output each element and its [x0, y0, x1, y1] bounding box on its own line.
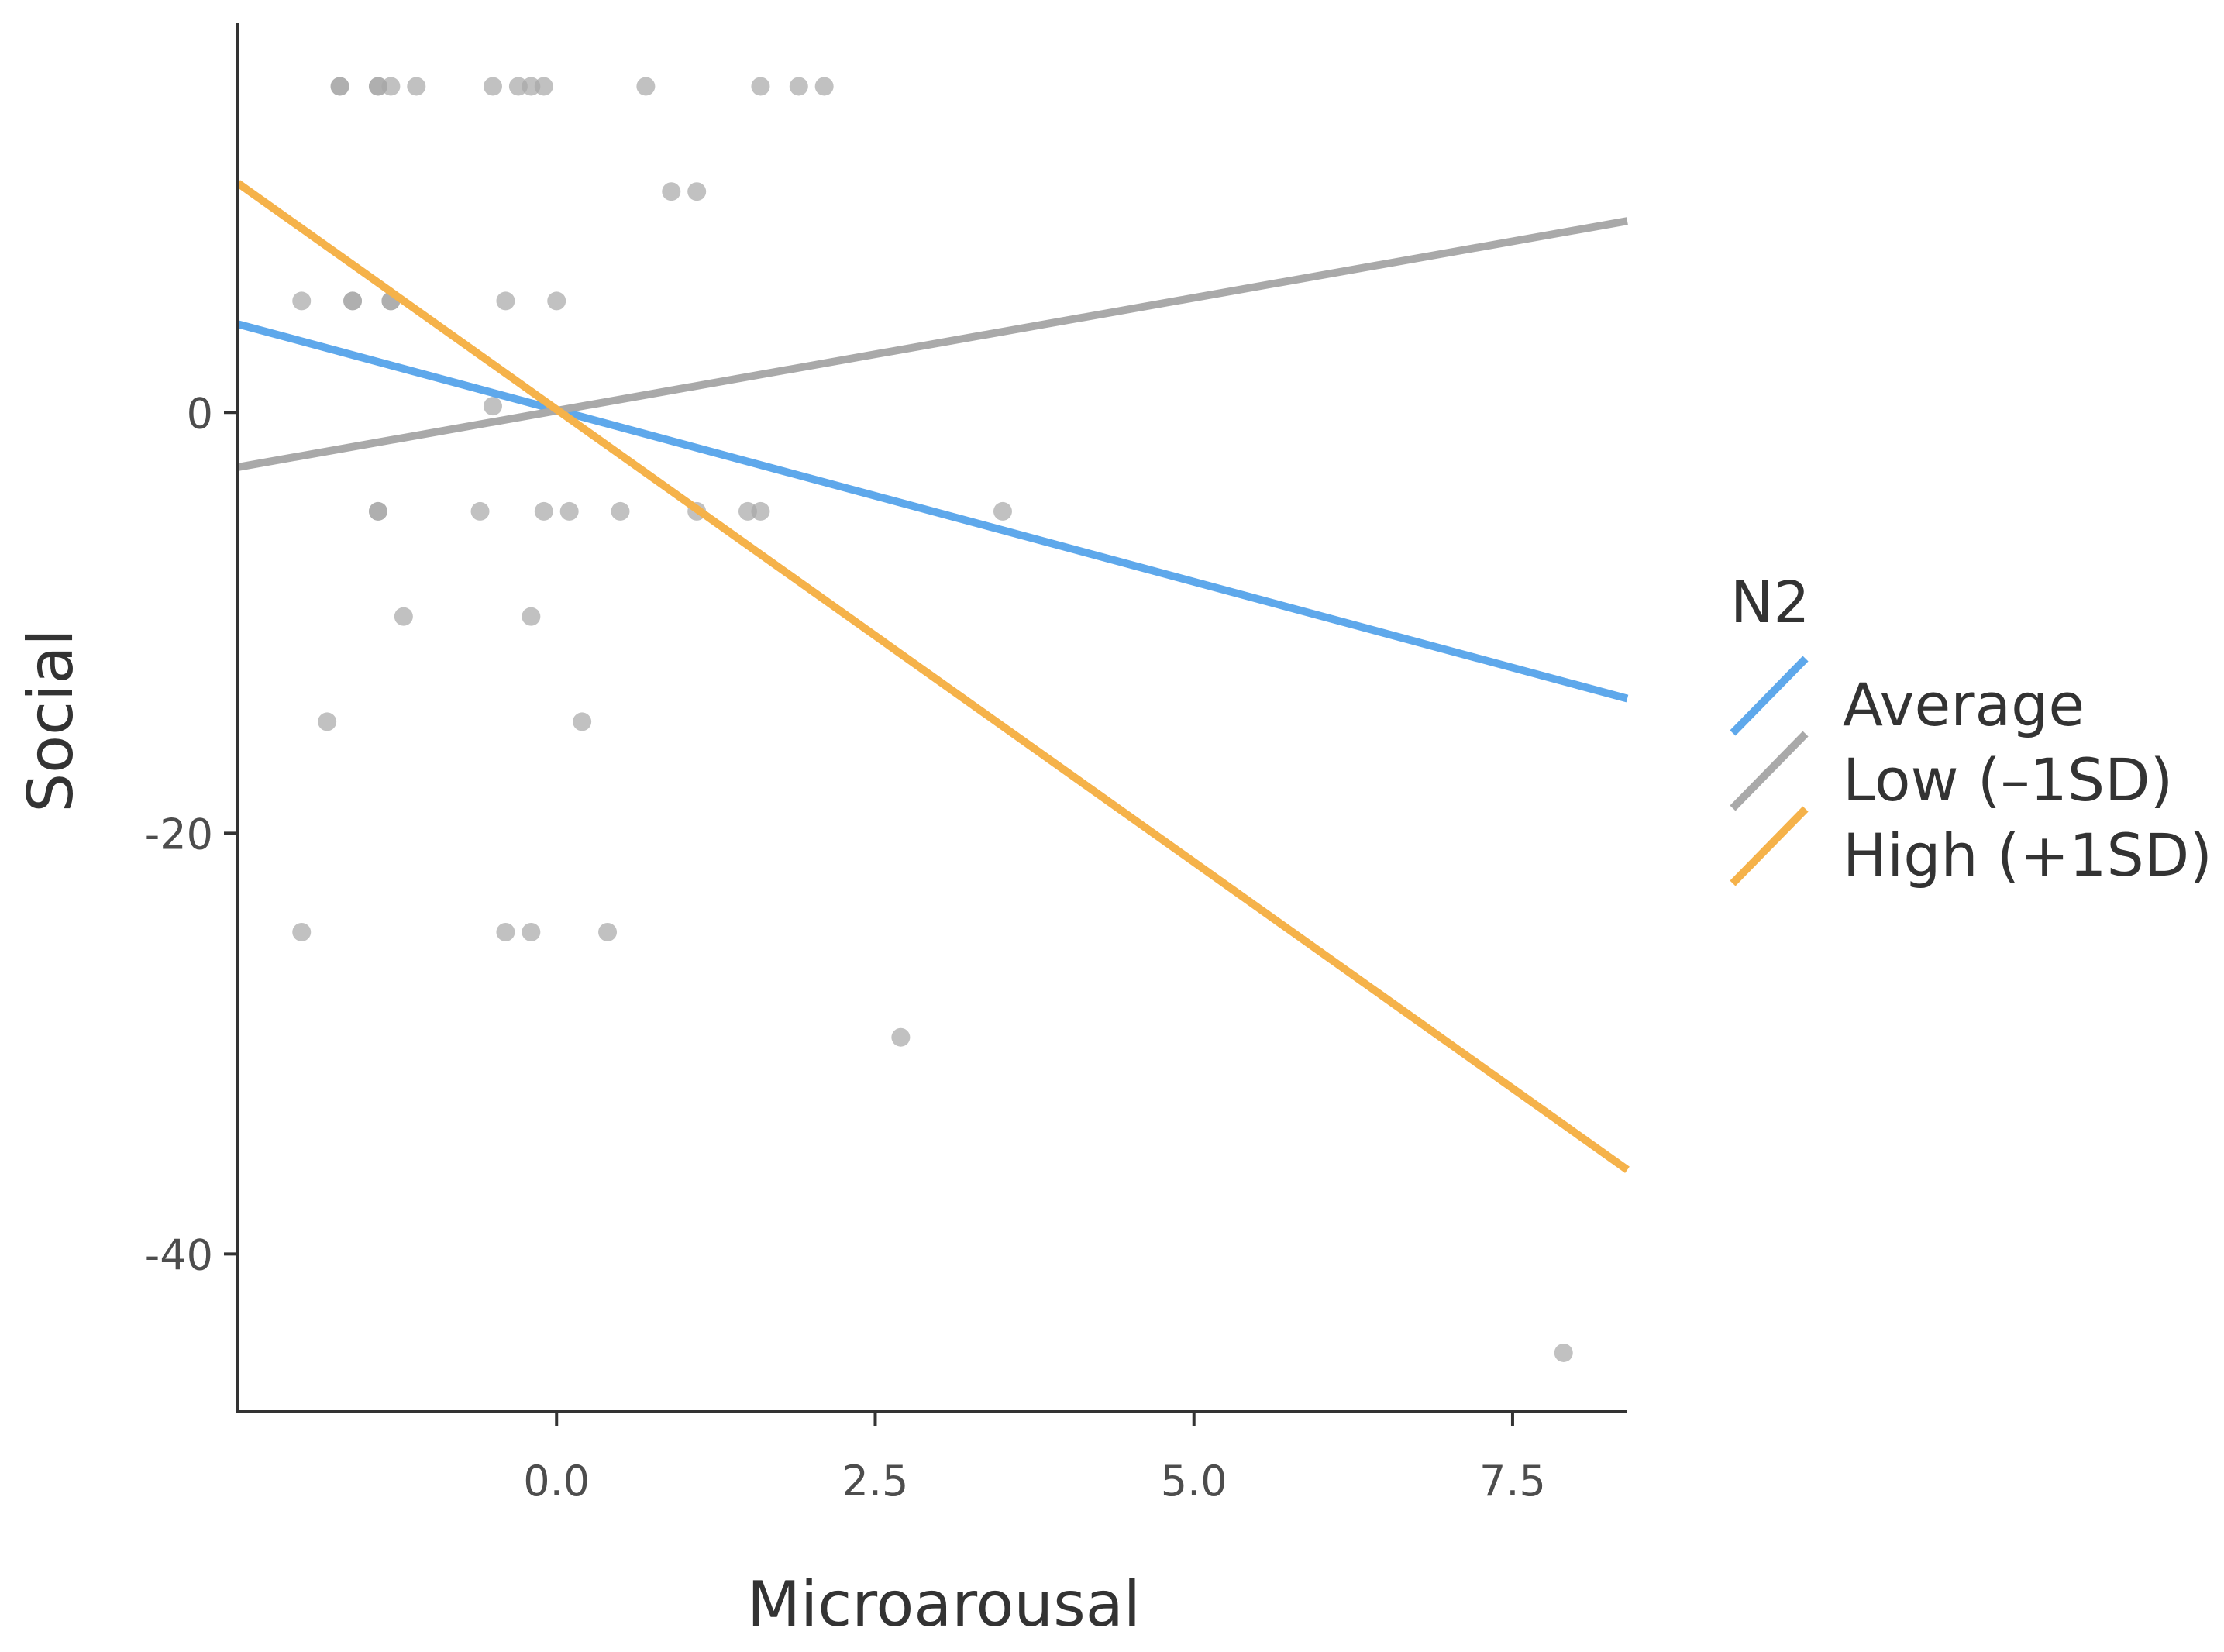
data-point: [522, 607, 541, 626]
data-point: [343, 291, 363, 311]
data-point: [381, 77, 401, 96]
data-point: [573, 712, 592, 731]
legend-key-average: [1730, 656, 1809, 736]
legend-title: N2: [1730, 570, 1809, 636]
data-point: [751, 501, 770, 521]
data-point: [394, 607, 413, 626]
data-point: [598, 922, 618, 941]
data-point: [318, 712, 337, 731]
data-point: [496, 291, 515, 311]
data-point: [993, 501, 1012, 521]
legend-key-high: [1730, 806, 1809, 886]
y-axis-title: Social: [15, 628, 87, 812]
x-tick-label: 2.5: [842, 1457, 909, 1506]
legend-label-high: High (+1SD): [1843, 821, 2212, 890]
data-point: [559, 501, 579, 521]
data-point: [662, 182, 681, 201]
data-point: [738, 501, 757, 521]
data-point: [687, 182, 707, 201]
data-point: [547, 291, 566, 311]
x-axis-title: Microarousal: [747, 1568, 1141, 1640]
data-point: [1554, 1343, 1573, 1362]
x-axis-ticks: 0.0 2.5 5.0 7.5: [523, 1412, 1546, 1506]
data-point: [330, 77, 349, 96]
y-axis-ticks: 0 -20 -40: [145, 389, 238, 1279]
line-low: [237, 217, 1628, 471]
data-point: [522, 77, 541, 96]
data-point: [611, 501, 630, 521]
data-point: [814, 77, 834, 96]
data-point: [751, 77, 770, 96]
data-point: [407, 77, 426, 96]
data-point: [891, 1027, 911, 1047]
line-average: [236, 320, 1629, 703]
data-point: [508, 77, 528, 96]
y-tick-label: 0: [187, 389, 213, 438]
line-high: [236, 180, 1630, 1173]
y-tick-label: -20: [145, 810, 213, 859]
data-point: [789, 77, 808, 96]
data-point: [292, 291, 312, 311]
data-point: [534, 77, 553, 96]
scatter-points: [292, 77, 1573, 1362]
data-point: [292, 922, 312, 941]
x-tick-label: 7.5: [1479, 1457, 1546, 1506]
data-point: [483, 77, 502, 96]
regression-lines: [236, 180, 1630, 1173]
legend-key-low: [1730, 731, 1809, 811]
legend-label-low: Low (–1SD): [1843, 745, 2173, 814]
x-tick-label: 0.0: [523, 1457, 590, 1506]
data-point: [483, 397, 502, 416]
data-point: [470, 501, 490, 521]
data-point: [368, 77, 387, 96]
y-tick-label: -40: [145, 1230, 213, 1279]
data-point: [496, 922, 515, 941]
data-point: [522, 922, 541, 941]
x-tick-label: 5.0: [1161, 1457, 1227, 1506]
legend: N2 Average Low (–1SD) High (+1SD): [1730, 570, 2212, 890]
data-point: [534, 501, 553, 521]
data-point: [636, 77, 656, 96]
data-point: [368, 501, 387, 521]
legend-label-average: Average: [1843, 670, 2085, 739]
